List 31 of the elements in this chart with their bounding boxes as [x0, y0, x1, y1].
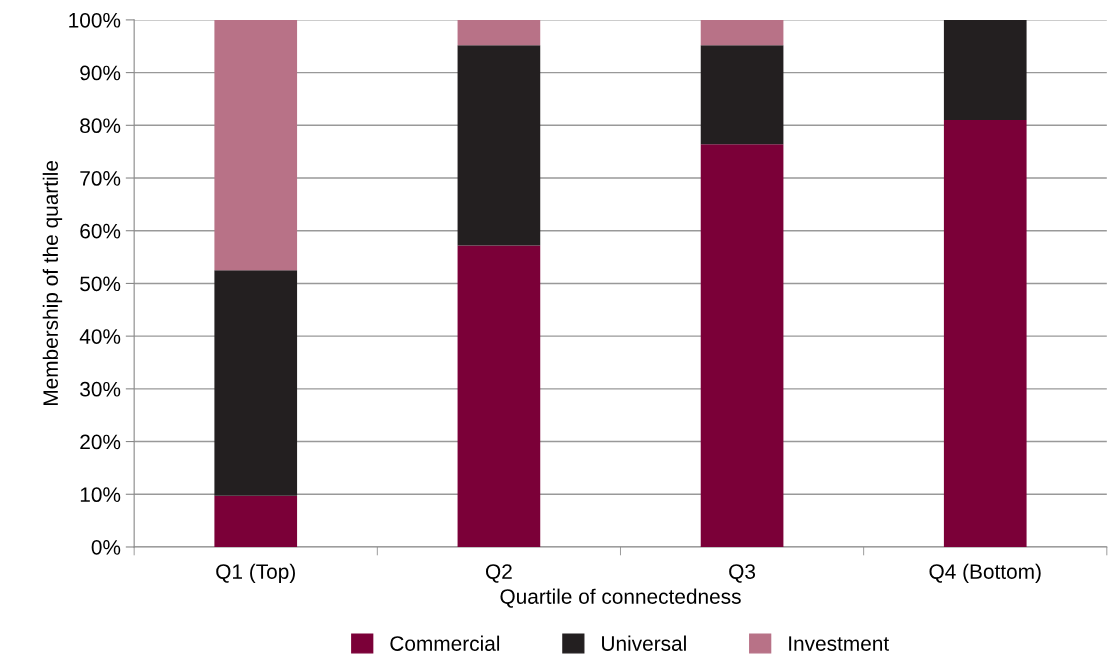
bar [457, 19, 541, 46]
x-tick-label: Q2 [486, 564, 512, 583]
y-tick-label: 30% [80, 381, 121, 397]
x-tick-label: Q1 (Top) [216, 563, 295, 584]
y-tick-label: 100% [69, 12, 121, 28]
bar [457, 245, 541, 547]
y-tick-label: 20% [80, 434, 121, 450]
y-tick-label: 70% [80, 171, 121, 186]
bar [457, 45, 541, 246]
bar [700, 45, 784, 145]
legend-label: Commercial [390, 635, 500, 651]
y-tick-label: 0% [91, 539, 121, 555]
y-tick-label: 50% [80, 276, 121, 292]
y-tick-label: 40% [79, 329, 121, 344]
bar [214, 495, 298, 547]
x-tick-label: Q3 [729, 564, 756, 583]
y-axis-title: Membership of the quartile [42, 161, 63, 406]
y-tick-label: 10% [80, 487, 121, 503]
x-tick-label: Q4 (Bottom) [929, 563, 1041, 584]
y-tick-label: 60% [80, 223, 121, 239]
y-tick-label: 90% [80, 65, 121, 81]
bar [943, 19, 1027, 121]
bar [214, 270, 298, 496]
bar [700, 19, 784, 46]
bar [943, 120, 1027, 547]
bar [214, 19, 298, 271]
legend-label: Universal [602, 635, 686, 651]
bar [700, 144, 784, 547]
x-axis-title: Quartile of connectedness [500, 588, 741, 608]
legend-label: Investment [789, 636, 890, 651]
y-tick-label: 80% [80, 118, 121, 134]
